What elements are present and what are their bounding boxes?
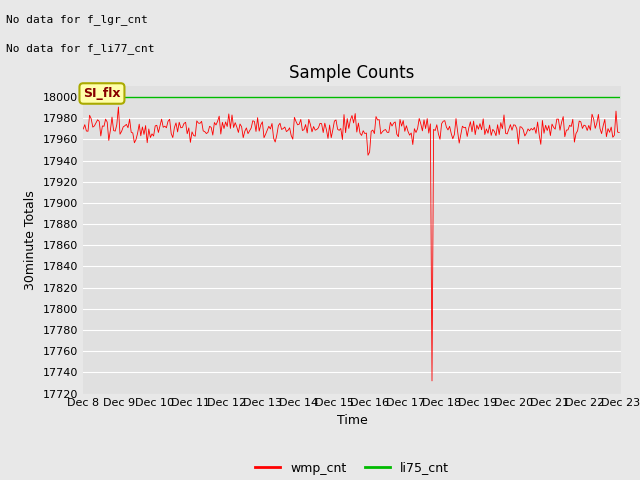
Y-axis label: 30minute Totals: 30minute Totals — [24, 190, 37, 290]
Title: Sample Counts: Sample Counts — [289, 64, 415, 82]
Text: No data for f_lgr_cnt: No data for f_lgr_cnt — [6, 14, 148, 25]
Legend: wmp_cnt, li75_cnt: wmp_cnt, li75_cnt — [250, 456, 454, 480]
Text: No data for f_li77_cnt: No data for f_li77_cnt — [6, 43, 155, 54]
Text: SI_flx: SI_flx — [83, 87, 121, 100]
X-axis label: Time: Time — [337, 414, 367, 427]
